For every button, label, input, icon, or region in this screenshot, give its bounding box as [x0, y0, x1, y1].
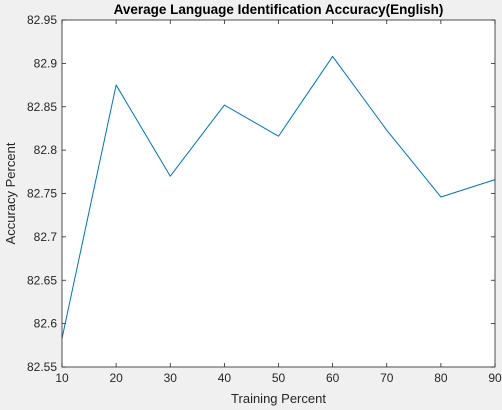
y-tick-label: 82.55	[27, 360, 57, 374]
y-tick-label: 82.85	[27, 100, 57, 114]
x-tick-label: 10	[55, 371, 69, 385]
chart-title: Average Language Identification Accuracy…	[114, 2, 444, 17]
x-tick-label: 50	[272, 371, 286, 385]
y-axis-label: Accuracy Percent	[3, 142, 18, 244]
x-tick-label: 60	[326, 371, 340, 385]
series-line	[61, 55, 496, 339]
x-axis-label: Training Percent	[231, 391, 326, 406]
tick-labels: 10 20 30 40 50 60 70 80 90 82.55 82.6 82.65 82.7 82.7…	[27, 13, 502, 385]
plot-area	[62, 20, 495, 367]
y-tick-label: 82.65	[27, 273, 57, 287]
x-tick-label: 40	[218, 371, 232, 385]
axes-box	[61, 19, 496, 368]
x-tick-label: 70	[380, 371, 394, 385]
x-tick-label: 20	[109, 371, 123, 385]
y-tick-label: 82.6	[34, 317, 58, 331]
x-tick-label: 80	[434, 371, 448, 385]
y-tick-label: 82.8	[34, 143, 58, 157]
x-tick-label: 30	[164, 371, 178, 385]
y-tick-label: 82.95	[27, 13, 57, 27]
y-tick-label: 82.75	[27, 187, 57, 201]
y-tick-label: 82.7	[34, 230, 58, 244]
series-layer	[61, 55, 496, 339]
x-tick-label: 90	[488, 371, 502, 385]
y-tick-label: 82.9	[34, 56, 58, 70]
